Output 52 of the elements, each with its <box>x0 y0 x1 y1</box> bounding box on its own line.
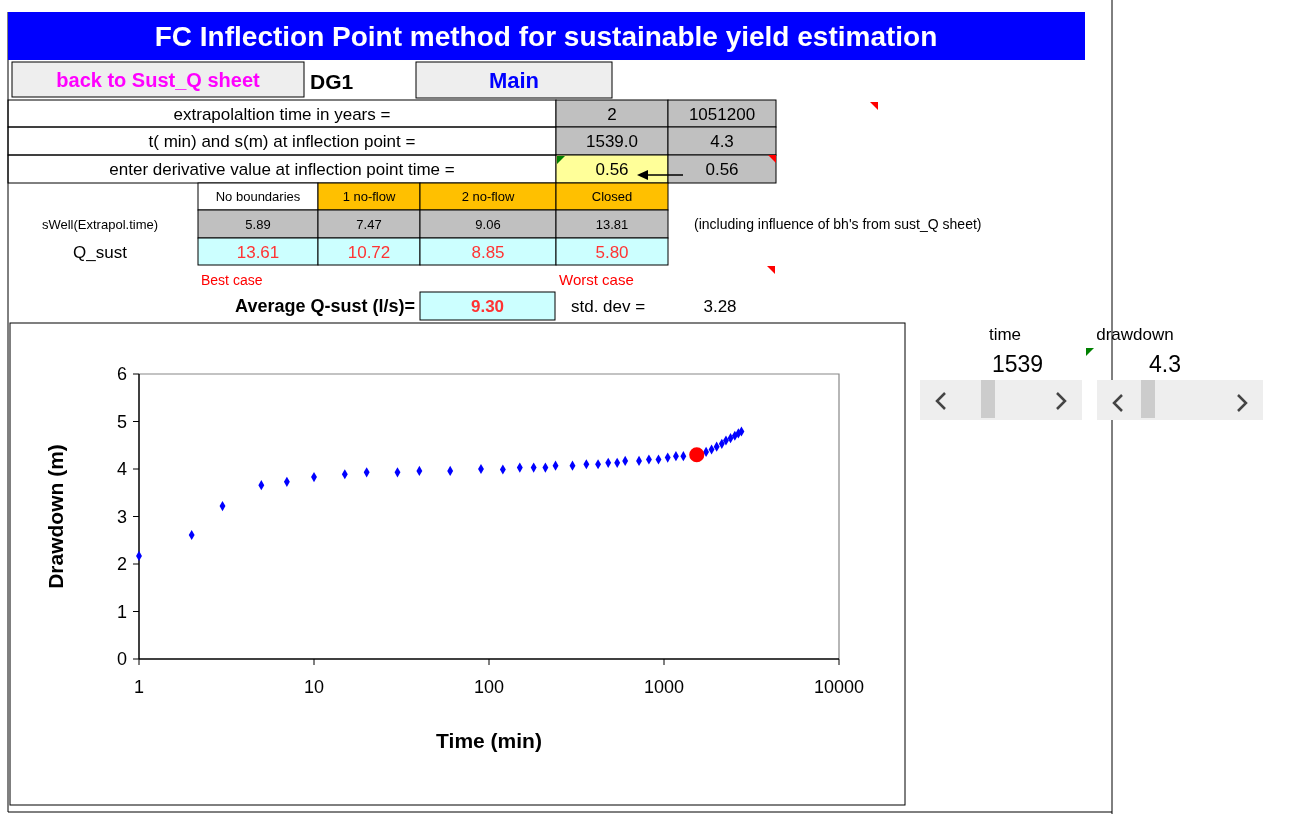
x-tick-label: 100 <box>473 677 505 697</box>
text: 5.80 <box>595 242 629 262</box>
text: 1539.0 <box>586 132 638 152</box>
text: Best case <box>201 272 263 289</box>
x-tick-label: 1 <box>133 677 145 697</box>
text: t( min) and s(m) at inflection point = <box>148 132 416 152</box>
text: 0.56 <box>705 160 739 180</box>
text: sWell(Extrapol.time) <box>41 216 159 232</box>
text: 8.85 <box>471 242 505 262</box>
text: 1539 <box>991 351 1044 378</box>
text: 1 no-flow <box>342 189 396 205</box>
x-axis-title: Time (min) <box>436 729 542 752</box>
text: time <box>988 325 1022 345</box>
text: 13.81 <box>595 216 629 232</box>
text: enter derivative value at inflection point time = <box>109 160 455 180</box>
y-tick-label: 1 <box>116 601 127 622</box>
text: 4.3 <box>1149 351 1181 378</box>
text: Average Q-sust (l/s)= <box>235 296 415 317</box>
y-tick-label: 6 <box>116 364 127 385</box>
text: Q_sust <box>73 242 128 262</box>
text: Worst case <box>559 271 634 289</box>
text: 2 no-flow <box>461 189 515 205</box>
text: 5.89 <box>245 216 271 232</box>
y-axis-title: Drawdown (m) <box>44 444 67 589</box>
y-tick-label: 4 <box>116 459 127 480</box>
x-tick-label: 1000 <box>643 677 685 697</box>
y-tick-label: 0 <box>116 649 127 670</box>
text: std. dev = <box>571 297 646 317</box>
x-tick-label: 10 <box>303 677 325 697</box>
text: 3.28 <box>703 297 737 317</box>
text: 4.3 <box>710 132 734 152</box>
text: drawdown <box>1096 325 1174 345</box>
x-tick-label: 10000 <box>813 677 865 697</box>
text: 0.56 <box>595 160 629 180</box>
text: 1051200 <box>688 104 756 124</box>
text: DG1 <box>310 69 354 93</box>
y-tick-label: 3 <box>116 506 127 527</box>
text: 10.72 <box>347 242 391 262</box>
text: (including influence of bh's from sust_Q sheet) <box>694 216 982 233</box>
text: 9.06 <box>475 216 501 232</box>
text: Closed <box>591 189 633 205</box>
text: Main <box>488 67 540 93</box>
text: No boundaries <box>215 189 301 205</box>
text: 13.61 <box>236 242 280 262</box>
y-tick-label: 2 <box>116 554 127 575</box>
text: 9.30 <box>470 297 505 317</box>
text: back to Sust_Q sheet <box>56 68 261 91</box>
chart-title: FC Inflection Point method for sustainable yield estimation <box>154 21 938 52</box>
text: 7.47 <box>356 216 382 232</box>
text: 2 <box>607 104 617 124</box>
text: extrapolaltion time in years = <box>173 104 391 124</box>
y-tick-label: 5 <box>116 411 127 432</box>
